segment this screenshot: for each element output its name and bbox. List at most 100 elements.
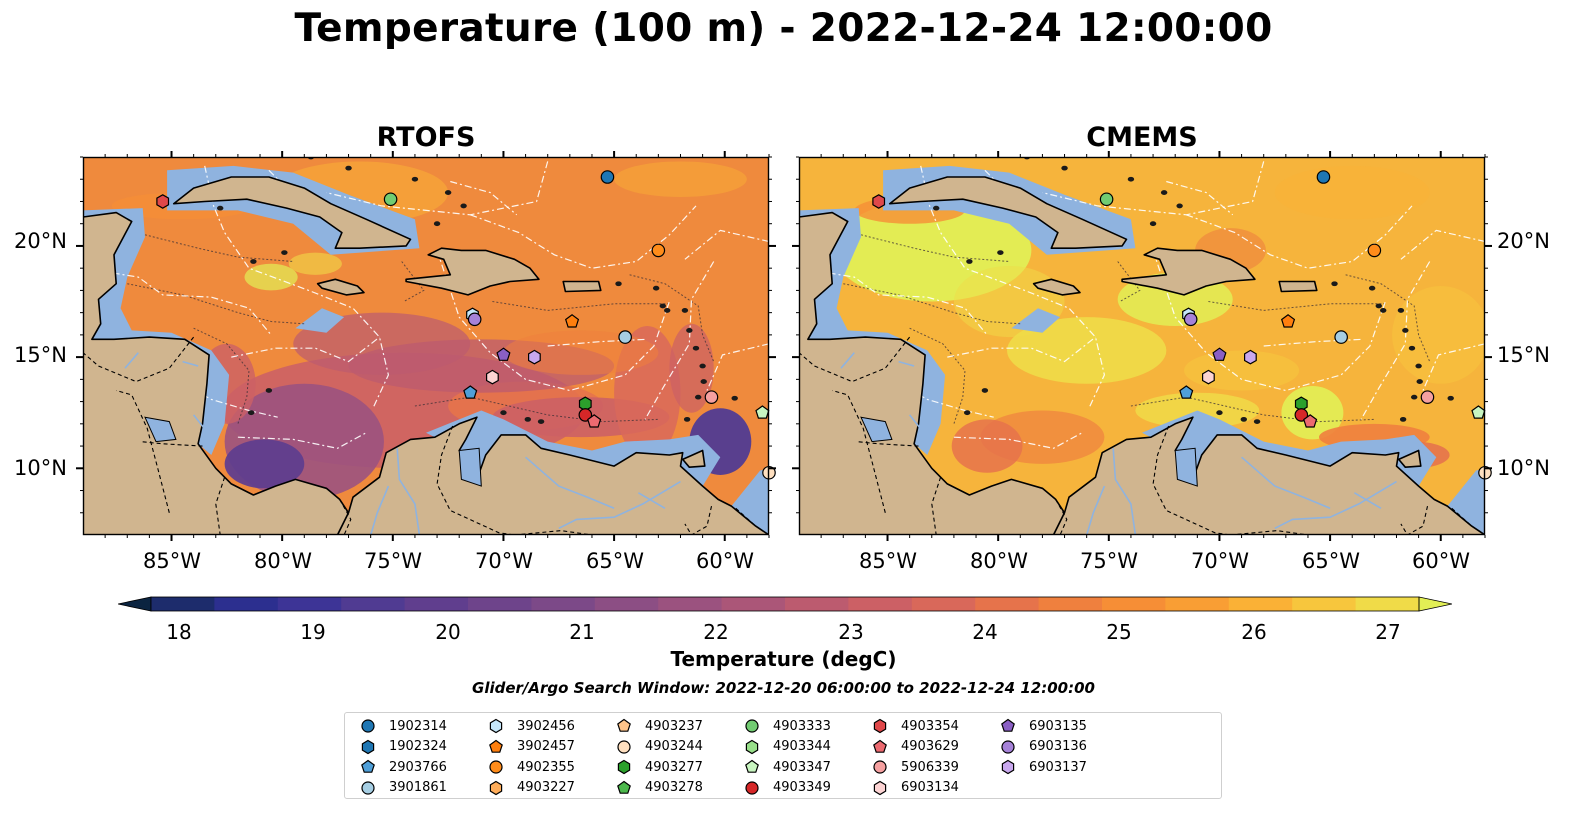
float-marker-3902457[interactable] [1280, 314, 1296, 328]
float-marker-6903136[interactable] [1183, 312, 1198, 327]
small-island [1176, 203, 1183, 209]
country-border [83, 336, 195, 383]
eez-boundary [450, 180, 518, 216]
float-marker-6903135[interactable] [1212, 347, 1227, 361]
small-island [933, 205, 940, 211]
map-frame [798, 156, 1486, 536]
river [1353, 492, 1382, 509]
float-marker-4903629[interactable] [1303, 414, 1318, 428]
bathymetry-contour [127, 283, 305, 325]
float-marker-4903629[interactable] [587, 414, 602, 428]
float-marker-4903333[interactable] [1099, 192, 1114, 207]
small-island [1216, 410, 1223, 416]
legend-entry: 4903244 [615, 737, 703, 757]
small-island [652, 285, 660, 291]
small-island [963, 410, 971, 416]
small-island [1380, 308, 1387, 313]
river [1112, 448, 1137, 535]
land-cuba [172, 176, 412, 249]
legend-entry: 6903134 [871, 778, 959, 798]
float-marker-6903134[interactable] [486, 369, 499, 385]
float-marker-3902457[interactable] [564, 314, 580, 328]
legend-marker-icon [617, 739, 631, 754]
legend-marker [617, 718, 631, 732]
legend: 1902314 1902324 2903766 3901861 3902456 39024… [344, 712, 1222, 799]
eez-boundary [237, 432, 367, 449]
small-island [1331, 281, 1338, 287]
legend-entry: 4903333 [743, 716, 831, 736]
legend-marker-icon [489, 718, 503, 734]
country-border [514, 530, 593, 535]
lake [860, 416, 893, 443]
float-marker-3901861[interactable] [1334, 330, 1348, 344]
float-marker-4903354[interactable] [872, 194, 886, 209]
float-marker-4903347[interactable] [1471, 405, 1486, 419]
temperature-patch [1007, 317, 1167, 384]
legend-entry: 4903227 [487, 778, 575, 798]
lon-label: 75°W [1080, 549, 1138, 573]
legend-marker-icon [745, 780, 759, 795]
country-border [1451, 507, 1473, 527]
small-island [265, 388, 273, 393]
float-marker-4902355[interactable] [1367, 243, 1382, 258]
float-marker-4903333[interactable] [383, 192, 398, 207]
float-marker-4903349[interactable] [1294, 408, 1309, 422]
land-mexico [799, 211, 1066, 535]
legend-label: 4903278 [645, 780, 703, 795]
small-island [1240, 416, 1247, 422]
legend-marker-icon [361, 759, 375, 773]
legend-label: 4902355 [517, 759, 575, 775]
map-panel-rtofs[interactable] [76, 151, 776, 541]
float-marker-1902314[interactable] [1316, 170, 1331, 184]
land-puertoRico [562, 280, 602, 293]
float-marker-2903766[interactable] [1179, 385, 1194, 399]
river [637, 492, 666, 509]
float-marker-5906339[interactable] [704, 390, 719, 404]
float-marker-4903347[interactable] [755, 405, 770, 419]
small-island [966, 259, 973, 264]
small-island [1402, 328, 1409, 333]
small-island [1399, 416, 1407, 422]
colorbar-segment [341, 597, 406, 611]
float-marker-4903354[interactable] [156, 194, 170, 209]
colorbar-segment [1228, 597, 1293, 611]
eez-boundary [1422, 343, 1485, 391]
lake [458, 447, 482, 487]
colorbar-segment [214, 597, 279, 611]
country-border [684, 505, 713, 535]
colorbar-label: Temperature (degC) [670, 647, 897, 671]
eez-boundary [684, 229, 769, 260]
river [1241, 456, 1331, 510]
legend-entry: 5906339 [871, 757, 959, 777]
temperature-patch [503, 330, 659, 375]
legend-marker [745, 739, 759, 754]
float-marker-6903136[interactable] [467, 312, 482, 327]
country-border [799, 336, 911, 383]
map-panel-cmems[interactable] [792, 151, 1492, 541]
colorbar-segment [1292, 597, 1357, 611]
eez-boundary [878, 372, 994, 418]
float-marker-1902314[interactable] [600, 170, 615, 184]
colorbar-frame [150, 596, 1420, 612]
temperature-patch [669, 323, 714, 413]
float-marker-4902355[interactable] [651, 243, 666, 258]
legend-marker [361, 719, 375, 733]
float-marker-5906339[interactable] [1420, 390, 1435, 404]
float-marker-6903135[interactable] [496, 347, 511, 361]
float-marker-6903134[interactable] [1202, 369, 1215, 385]
eez-boundary [947, 336, 1096, 363]
float-marker-6903137[interactable] [1244, 349, 1257, 365]
legend-entry: 6903137 [999, 757, 1087, 777]
shallow-shelf [83, 208, 230, 455]
float-marker-3901861[interactable] [618, 330, 632, 344]
colorbar-segment [1355, 597, 1420, 611]
eez-boundary [470, 205, 697, 269]
legend-marker [873, 718, 887, 734]
legend-label: 4903237 [645, 718, 703, 734]
float-marker-6903137[interactable] [528, 349, 541, 365]
float-marker-2903766[interactable] [463, 385, 478, 399]
legend-marker-icon [873, 780, 887, 795]
river [525, 456, 615, 510]
float-marker-4903349[interactable] [578, 408, 593, 422]
small-island [1368, 285, 1376, 291]
